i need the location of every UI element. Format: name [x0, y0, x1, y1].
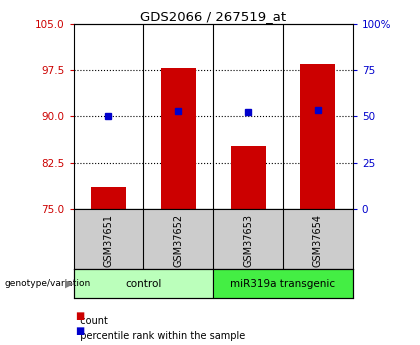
Title: GDS2066 / 267519_at: GDS2066 / 267519_at [140, 10, 286, 23]
Text: ■: ■ [76, 326, 85, 336]
Bar [231, 146, 265, 209]
Text: ■: ■ [76, 310, 85, 321]
Bar [300, 64, 335, 209]
Text: count: count [74, 316, 108, 326]
Text: ▶: ▶ [65, 279, 73, 289]
Bar [213, 269, 353, 298]
Text: genotype/variation: genotype/variation [4, 279, 90, 288]
Bar [161, 68, 196, 209]
Bar [74, 269, 213, 298]
Bar [91, 187, 126, 209]
Text: GSM37654: GSM37654 [313, 214, 323, 267]
Text: control: control [125, 279, 162, 289]
Text: GSM37653: GSM37653 [243, 214, 253, 267]
Text: GSM37652: GSM37652 [173, 214, 183, 267]
Text: GSM37651: GSM37651 [103, 214, 113, 267]
Text: percentile rank within the sample: percentile rank within the sample [74, 331, 245, 341]
Text: miR319a transgenic: miR319a transgenic [231, 279, 336, 289]
